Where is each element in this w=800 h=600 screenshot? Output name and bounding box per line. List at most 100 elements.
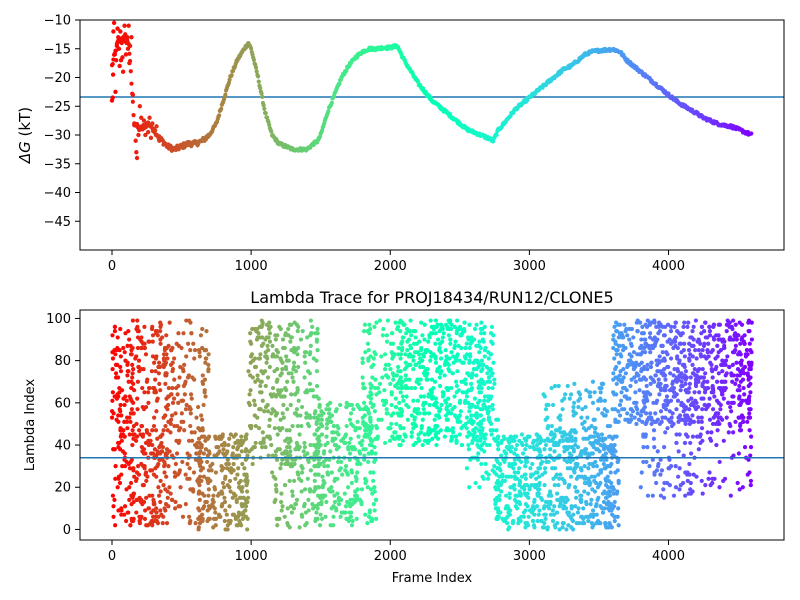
lambda-point: [620, 333, 625, 338]
lambda-point: [263, 383, 268, 389]
lambda-point: [668, 388, 673, 393]
lambda-point: [478, 390, 484, 395]
lambda-point: [113, 523, 118, 528]
lambda-point: [415, 411, 420, 416]
lambda-point: [515, 476, 520, 481]
lambda-point: [299, 423, 304, 429]
lambda-point: [318, 461, 323, 467]
lambda-point: [717, 322, 723, 327]
lambda-point: [552, 383, 558, 389]
lambda-point: [735, 373, 740, 378]
lambda-point: [376, 417, 381, 422]
lambda-point: [179, 345, 184, 351]
lambda-point: [690, 354, 695, 359]
lambda-point: [654, 480, 659, 486]
lambda-point: [365, 407, 371, 412]
lambda-point: [308, 318, 313, 323]
lambda-point: [273, 333, 278, 338]
lambda-point: [206, 487, 211, 492]
lambda-point: [639, 369, 644, 374]
lambda-point: [567, 457, 572, 462]
lambda-point: [577, 521, 582, 526]
lambda-point: [212, 506, 217, 511]
lambda-point: [507, 512, 513, 517]
lambda-point: [497, 474, 502, 479]
lambda-point: [152, 415, 157, 420]
lambda-point: [477, 485, 482, 490]
lambda-point: [272, 499, 277, 505]
lambda-point: [651, 428, 657, 433]
lambda-point: [110, 390, 115, 395]
delta-g-point: [128, 69, 133, 74]
lambda-point: [675, 345, 680, 351]
lambda-point: [343, 468, 348, 473]
lambda-point: [151, 508, 156, 513]
lambda-point: [162, 461, 167, 467]
lambda-point: [154, 506, 159, 511]
lambda-point: [716, 411, 721, 416]
lambda-point: [281, 402, 286, 408]
lambda-point: [324, 426, 329, 431]
lambda-point: [392, 352, 397, 357]
lambda-point: [151, 497, 156, 503]
lambda-point: [433, 356, 438, 361]
lambda-point: [380, 333, 385, 338]
lambda-point: [354, 516, 359, 521]
lambda-point: [656, 358, 661, 363]
lambda-point: [474, 373, 479, 378]
lambda-point: [359, 487, 365, 492]
lambda-point: [413, 440, 418, 446]
lambda-point: [317, 404, 322, 410]
lambda-point: [260, 445, 265, 450]
lambda-point: [705, 379, 710, 384]
lambda-point: [144, 379, 149, 384]
lambda-point: [723, 358, 729, 363]
delta-g-point: [118, 29, 123, 34]
lambda-point: [312, 464, 317, 469]
lambda-point: [696, 347, 702, 353]
lambda-point: [159, 449, 165, 454]
lambda-point: [425, 366, 430, 372]
lambda-point: [427, 402, 432, 408]
lambda-point: [537, 474, 542, 479]
lambda-point: [542, 447, 547, 452]
lambda-point: [256, 426, 262, 431]
lambda-point: [553, 525, 558, 530]
lambda-point: [421, 411, 427, 416]
lambda-point: [270, 343, 275, 348]
lambda-point: [111, 411, 116, 416]
lambda-point: [566, 523, 571, 528]
lambda-point: [648, 375, 653, 380]
lambda-point: [383, 362, 389, 367]
lambda-point: [681, 324, 686, 329]
lambda-point: [749, 350, 754, 355]
lambda-point: [187, 521, 192, 526]
lambda-point: [709, 362, 714, 367]
lambda-point: [614, 392, 619, 397]
lambda-point: [638, 485, 643, 490]
delta-g-y-tick-label: −40: [44, 186, 71, 201]
lambda-point: [674, 440, 679, 446]
lambda-point: [685, 478, 690, 484]
lambda-point: [664, 394, 670, 399]
lambda-point: [645, 362, 650, 367]
lambda-point: [206, 352, 211, 357]
lambda-point: [610, 485, 615, 490]
lambda-point: [253, 364, 259, 370]
lambda-point: [693, 318, 698, 323]
lambda-point: [151, 514, 156, 519]
lambda-point: [253, 423, 258, 429]
lambda-point: [601, 447, 607, 452]
lambda-point: [692, 366, 697, 372]
lambda-point: [166, 394, 171, 399]
lambda-point: [158, 388, 163, 393]
lambda-point: [348, 421, 354, 427]
lambda-point: [261, 438, 266, 443]
lambda-point: [176, 440, 181, 446]
lambda-point: [125, 510, 130, 515]
lambda-point: [444, 404, 449, 410]
lambda-x-tick-label: 1000: [235, 549, 268, 564]
lambda-point: [324, 499, 329, 505]
lambda-point: [536, 466, 541, 471]
lambda-point: [366, 394, 372, 399]
